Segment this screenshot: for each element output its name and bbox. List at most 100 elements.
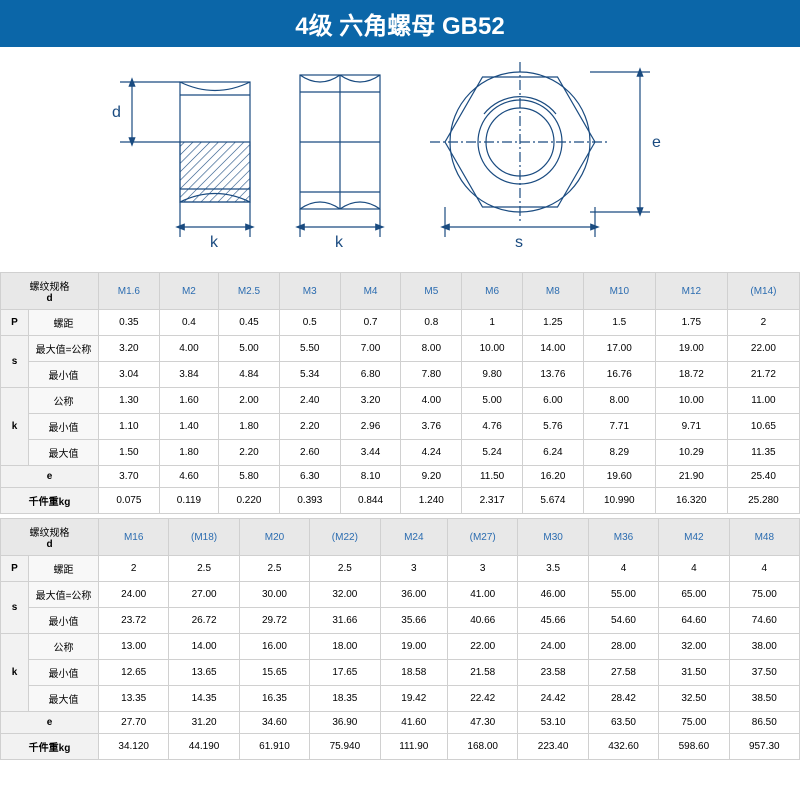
data-cell: 0.119 bbox=[159, 488, 218, 514]
data-cell: 10.29 bbox=[655, 440, 727, 466]
data-cell: 19.00 bbox=[655, 336, 727, 362]
data-cell: 10.00 bbox=[655, 388, 727, 414]
data-cell: 15.65 bbox=[239, 660, 309, 686]
data-cell: 27.00 bbox=[169, 582, 239, 608]
data-cell: 22.42 bbox=[448, 686, 518, 712]
data-cell: 34.120 bbox=[99, 734, 169, 760]
data-cell: 4 bbox=[588, 556, 658, 582]
data-cell: 1.40 bbox=[159, 414, 218, 440]
data-cell: 17.65 bbox=[310, 660, 380, 686]
data-cell: 1.80 bbox=[159, 440, 218, 466]
data-cell: 16.76 bbox=[583, 362, 655, 388]
data-cell: 19.60 bbox=[583, 466, 655, 488]
data-cell: 9.80 bbox=[462, 362, 523, 388]
data-cell: 2.317 bbox=[462, 488, 523, 514]
data-cell: 14.35 bbox=[169, 686, 239, 712]
row-label: 螺距 bbox=[29, 310, 99, 336]
data-cell: 35.66 bbox=[380, 608, 447, 634]
data-cell: 12.65 bbox=[99, 660, 169, 686]
data-cell: 2.5 bbox=[310, 556, 380, 582]
data-cell: 3.5 bbox=[518, 556, 588, 582]
data-cell: 75.00 bbox=[729, 582, 799, 608]
data-cell: 24.00 bbox=[99, 582, 169, 608]
data-cell: 22.00 bbox=[727, 336, 799, 362]
data-cell: 1.60 bbox=[159, 388, 218, 414]
data-cell: 4 bbox=[729, 556, 799, 582]
dim-label-s: s bbox=[515, 234, 523, 251]
data-cell: 0.4 bbox=[159, 310, 218, 336]
row-group: P bbox=[1, 310, 29, 336]
data-cell: 16.35 bbox=[239, 686, 309, 712]
data-cell: 47.30 bbox=[448, 712, 518, 734]
data-cell: 18.58 bbox=[380, 660, 447, 686]
data-cell: 29.72 bbox=[239, 608, 309, 634]
data-cell: 0.844 bbox=[340, 488, 401, 514]
data-cell: 6.80 bbox=[340, 362, 401, 388]
size-header: M30 bbox=[518, 519, 588, 556]
data-cell: 11.00 bbox=[727, 388, 799, 414]
data-cell: 4 bbox=[659, 556, 729, 582]
data-cell: 4.76 bbox=[462, 414, 523, 440]
data-cell: 34.60 bbox=[239, 712, 309, 734]
data-cell: 3 bbox=[380, 556, 447, 582]
data-cell: 36.90 bbox=[310, 712, 380, 734]
data-cell: 10.00 bbox=[462, 336, 523, 362]
data-cell: 54.60 bbox=[588, 608, 658, 634]
data-cell: 3.76 bbox=[401, 414, 462, 440]
data-cell: 2 bbox=[727, 310, 799, 336]
data-cell: 11.35 bbox=[727, 440, 799, 466]
data-cell: 31.50 bbox=[659, 660, 729, 686]
data-cell: 8.10 bbox=[340, 466, 401, 488]
data-cell: 0.45 bbox=[219, 310, 280, 336]
data-cell: 65.00 bbox=[659, 582, 729, 608]
dim-label-k2: k bbox=[335, 234, 344, 251]
data-cell: 25.280 bbox=[727, 488, 799, 514]
row-group: k bbox=[1, 388, 29, 466]
data-cell: 14.00 bbox=[169, 634, 239, 660]
data-cell: 44.190 bbox=[169, 734, 239, 760]
data-cell: 7.80 bbox=[401, 362, 462, 388]
data-cell: 5.00 bbox=[462, 388, 523, 414]
data-cell: 2 bbox=[99, 556, 169, 582]
data-cell: 5.24 bbox=[462, 440, 523, 466]
data-cell: 18.72 bbox=[655, 362, 727, 388]
data-cell: 5.00 bbox=[219, 336, 280, 362]
data-cell: 1.25 bbox=[522, 310, 583, 336]
data-cell: 4.00 bbox=[159, 336, 218, 362]
row-label: 最小值 bbox=[29, 608, 99, 634]
data-cell: 22.00 bbox=[448, 634, 518, 660]
data-cell: 3.84 bbox=[159, 362, 218, 388]
data-cell: 168.00 bbox=[448, 734, 518, 760]
data-cell: 432.60 bbox=[588, 734, 658, 760]
data-cell: 2.96 bbox=[340, 414, 401, 440]
data-cell: 2.5 bbox=[169, 556, 239, 582]
technical-diagram: d k k bbox=[0, 47, 800, 272]
size-header: M20 bbox=[239, 519, 309, 556]
data-cell: 3.20 bbox=[340, 388, 401, 414]
data-cell: 0.35 bbox=[99, 310, 160, 336]
data-cell: 46.00 bbox=[518, 582, 588, 608]
dim-label-k1: k bbox=[210, 234, 219, 251]
row-label: 千件重kg bbox=[1, 734, 99, 760]
data-cell: 8.00 bbox=[401, 336, 462, 362]
data-cell: 36.00 bbox=[380, 582, 447, 608]
data-cell: 5.80 bbox=[219, 466, 280, 488]
row-label: 最大值 bbox=[29, 440, 99, 466]
data-cell: 5.34 bbox=[279, 362, 340, 388]
data-cell: 111.90 bbox=[380, 734, 447, 760]
data-cell: 8.29 bbox=[583, 440, 655, 466]
data-cell: 957.30 bbox=[729, 734, 799, 760]
data-cell: 75.940 bbox=[310, 734, 380, 760]
data-cell: 0.8 bbox=[401, 310, 462, 336]
data-cell: 9.20 bbox=[401, 466, 462, 488]
data-cell: 45.66 bbox=[518, 608, 588, 634]
spec-table-1: 螺纹规格dM1.6M2M2.5M3M4M5M6M8M10M12(M14)P螺距0… bbox=[0, 272, 800, 514]
data-cell: 32.00 bbox=[659, 634, 729, 660]
col-header-spec: 螺纹规格d bbox=[1, 273, 99, 310]
row-label: 最小值 bbox=[29, 414, 99, 440]
data-cell: 4.84 bbox=[219, 362, 280, 388]
data-cell: 26.72 bbox=[169, 608, 239, 634]
data-cell: 2.00 bbox=[219, 388, 280, 414]
size-header: M5 bbox=[401, 273, 462, 310]
data-cell: 2.20 bbox=[279, 414, 340, 440]
